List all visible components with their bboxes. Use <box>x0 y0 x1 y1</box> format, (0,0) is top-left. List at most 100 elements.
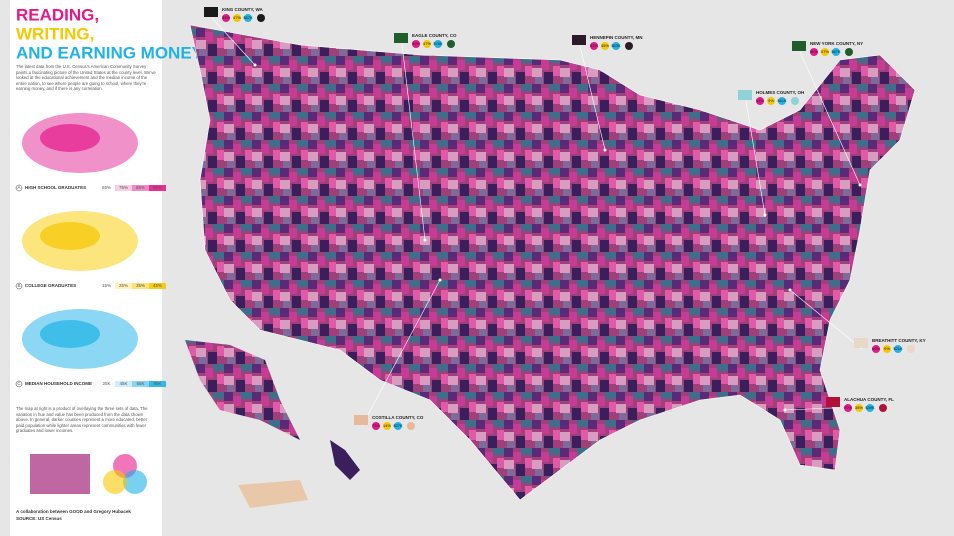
diagram-circle <box>123 470 147 494</box>
county-name: HOLMES COUNTY, OH <box>756 90 804 95</box>
result-dot <box>791 97 799 105</box>
county-name: BREATHITT COUNTY, KY <box>872 338 926 343</box>
leader-dot <box>858 183 862 187</box>
legend-swatch <box>115 381 132 387</box>
value-dot <box>434 40 442 48</box>
us-map <box>185 24 916 508</box>
county-value: 57% <box>821 49 829 54</box>
leader-dot <box>438 278 442 282</box>
leader-dot <box>788 288 792 292</box>
result-dot <box>907 345 915 353</box>
value-dot <box>883 345 891 353</box>
county-value: 38% <box>855 405 863 410</box>
legend-tick: 35% <box>136 283 145 288</box>
county-shape <box>572 35 586 45</box>
county-shape <box>354 415 368 425</box>
county-value: $41K <box>777 98 787 103</box>
legend-letter-bg <box>15 282 23 290</box>
county-shape <box>792 41 806 51</box>
value-dot <box>233 14 241 22</box>
legend-tick: 25% <box>119 283 128 288</box>
title-line: READING, <box>16 5 99 24</box>
value-dot <box>855 404 863 412</box>
legend-tick: 85% <box>136 185 145 190</box>
legend-tick: 45K <box>119 381 127 386</box>
credit: A collaboration between GOOD and Gregory… <box>16 509 131 514</box>
legend-tick: 95% <box>153 185 162 190</box>
leader-line <box>361 279 441 427</box>
leader-line <box>211 17 256 66</box>
value-dot <box>756 97 764 105</box>
legend-swatch <box>132 185 149 191</box>
legend-swatch <box>115 283 132 289</box>
legend-letter: A <box>17 185 20 190</box>
result-dot <box>845 48 853 56</box>
mini-map-detail <box>40 320 100 348</box>
overlay-diagram <box>30 454 147 494</box>
county-value: 14% <box>383 423 391 428</box>
county-value: $63K <box>611 43 621 48</box>
leader-dot <box>423 238 427 242</box>
value-dot <box>244 14 252 22</box>
legend-swatch <box>98 381 115 387</box>
value-dot <box>810 48 818 56</box>
county-shape <box>204 7 218 17</box>
county-value: $67K <box>243 15 253 20</box>
county-value: 94% <box>222 15 230 20</box>
value-dot <box>383 422 391 430</box>
legend-tick: 15% <box>102 283 111 288</box>
county-value: 90% <box>844 405 852 410</box>
county-value: $78K <box>433 41 443 46</box>
county-shape <box>826 397 840 407</box>
county-shape <box>394 33 408 43</box>
legend-tick: 75% <box>119 185 128 190</box>
county-value: 64% <box>756 98 764 103</box>
legend-tick: 45% <box>153 283 162 288</box>
leader-dot <box>253 63 257 67</box>
county-name: COSTILLA COUNTY, CO <box>372 415 424 420</box>
legend-letter-bg <box>15 184 23 192</box>
legend-letter: C <box>17 381 21 386</box>
legend-tick: 65K <box>136 381 144 386</box>
leader-line <box>579 45 606 151</box>
result-dot <box>407 422 415 430</box>
legend-swatch <box>149 185 166 191</box>
value-dot <box>222 14 230 22</box>
legend-tick: 65% <box>102 185 111 190</box>
county-name: NEW YORK COUNTY, NY <box>810 41 863 46</box>
legend-swatch <box>132 381 149 387</box>
county-value: 92% <box>412 41 420 46</box>
legend-tick: 25K <box>102 381 110 386</box>
leader-line <box>789 289 863 350</box>
value-dot <box>866 404 874 412</box>
value-dot <box>412 40 420 48</box>
result-dot <box>625 42 633 50</box>
value-dot <box>767 97 775 105</box>
value-dot <box>821 48 829 56</box>
county-value: 93% <box>590 43 598 48</box>
county-value: $39K <box>865 405 875 410</box>
value-dot <box>590 42 598 50</box>
result-dot <box>447 40 455 48</box>
alaska <box>185 340 300 440</box>
title-line: AND EARNING MONEY <box>16 43 204 62</box>
legend: A HIGH SCHOOL GRADUATES 65% 75% 85% 95% B COLLE… <box>15 113 166 388</box>
county-name: ALACHUA COUNTY, FL <box>844 397 894 402</box>
lower-48 <box>189 24 916 501</box>
value-dot <box>612 42 620 50</box>
value-dot <box>844 404 852 412</box>
legend-letter-bg <box>15 380 23 388</box>
mini-map-detail <box>40 124 100 152</box>
county-value: 60% <box>872 346 880 351</box>
leader-dot <box>603 148 607 152</box>
county-value: 47% <box>423 41 431 46</box>
diagram-map <box>30 454 90 494</box>
leader-line <box>401 43 426 241</box>
county-value: $21K <box>893 346 903 351</box>
mini-map-detail <box>40 222 100 250</box>
legend-swatch <box>149 283 166 289</box>
value-dot <box>832 48 840 56</box>
title: READING, WRITING, AND EARNING MONEY <box>16 5 204 62</box>
legend-swatch <box>132 283 149 289</box>
